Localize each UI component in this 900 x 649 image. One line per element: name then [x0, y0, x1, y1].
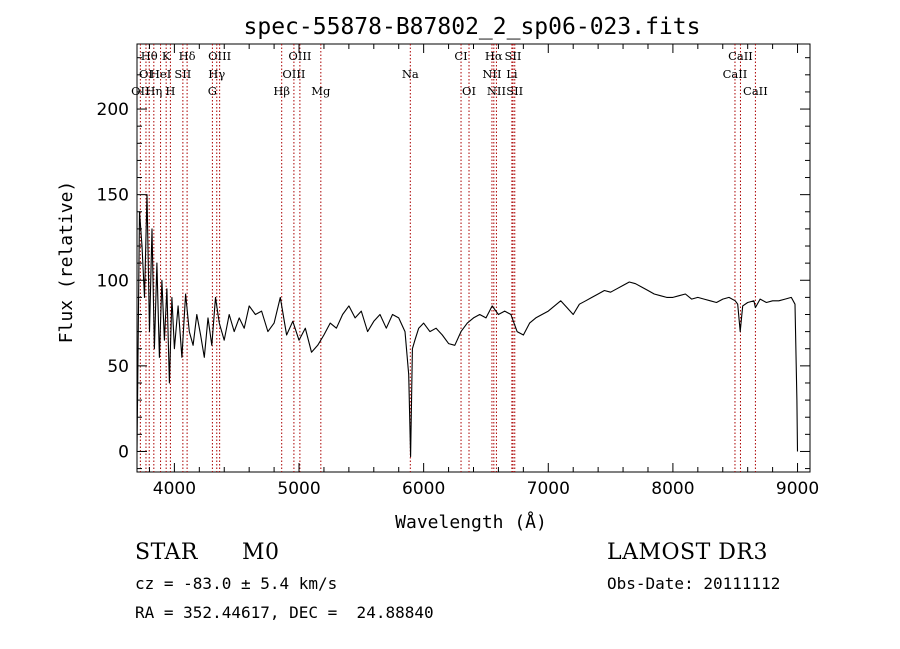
spectral-line-label: CaII	[728, 49, 753, 63]
plot-frame	[136, 43, 811, 473]
spectral-line-label: K	[162, 49, 171, 63]
spectral-line-label: OΙ	[139, 67, 153, 81]
spectral-line-label: SII	[506, 84, 523, 98]
spectral-line-label: Hθ	[141, 49, 158, 63]
spectral-line-label: SII	[174, 67, 191, 81]
spectral-line-label: Hη	[145, 84, 162, 98]
axis-tick-labels: 4000 5000 6000 7000 8000 9000 0 50 100 150 200	[97, 100, 820, 499]
spectral-line-markers	[139, 44, 756, 472]
chart-title: spec-55878-B87802_2_sp06-023.fits	[244, 14, 701, 40]
x-axis-label: Wavelength (Å)	[395, 511, 547, 533]
x-tick-label: 9000	[776, 479, 819, 499]
object-class: STAR	[135, 540, 198, 565]
spectral-line-label: G	[208, 84, 217, 98]
spectral-line-labels: OΙΙ Hθ OΙ K HeI Hη SII H Hδ OΙΙΙ Hγ G OΙΙΙ OΙΙΙ Hβ Mg Na…	[131, 49, 768, 98]
spectral-line-label: Na	[402, 67, 419, 81]
spectral-line-label: OΙΙΙ	[282, 67, 305, 81]
spectral-line-label: OΙΙ	[131, 84, 150, 98]
y-tick-label: 0	[118, 442, 129, 462]
spectral-line-label: Li	[506, 67, 518, 81]
x-tick-label: 7000	[527, 479, 570, 499]
spectral-line-label: Mg	[311, 84, 331, 98]
x-tick-label: 5000	[277, 479, 320, 499]
x-tick-label: 8000	[651, 479, 694, 499]
spectrum-line	[136, 194, 799, 458]
y-tick-label: 50	[107, 357, 129, 377]
spectral-line-label: CΙ	[454, 49, 467, 63]
survey-name: LAMOST DR3	[607, 540, 768, 565]
spectral-line-label: SII	[505, 49, 522, 63]
spectral-line-label: CaII	[743, 84, 768, 98]
spectral-line-label: H	[165, 84, 175, 98]
spectral-line-label: NΙΙ	[482, 67, 501, 81]
spectral-line-label: NΙΙ	[487, 84, 506, 98]
spectral-line-label: OΙ	[462, 84, 476, 98]
redshift-velocity: cz = -83.0 ± 5.4 km/s	[135, 574, 338, 593]
y-tick-label: 150	[97, 186, 129, 206]
y-axis-label: Flux (relative)	[56, 181, 77, 344]
sky-coordinates: RA = 352.44617, DEC = 24.88840	[135, 603, 434, 622]
spectral-line-label: Hβ	[273, 84, 290, 98]
spectral-line-label: OΙΙΙ	[208, 49, 231, 63]
axis-ticks	[137, 44, 810, 472]
spectral-line-label: OΙΙΙ	[288, 49, 311, 63]
spectral-line-label: HeI	[150, 67, 171, 81]
observation-date: Obs-Date: 20111112	[607, 574, 781, 593]
spectral-line-label: Hγ	[208, 67, 225, 81]
spectral-line-label: CaII	[723, 67, 748, 81]
y-tick-label: 100	[97, 271, 129, 291]
x-tick-label: 4000	[153, 479, 196, 499]
x-tick-label: 6000	[402, 479, 445, 499]
spectral-line-label: Hδ	[179, 49, 196, 63]
y-tick-label: 200	[97, 100, 129, 120]
object-subclass: M0	[242, 540, 280, 565]
spectral-line-label: Hα	[485, 49, 503, 63]
